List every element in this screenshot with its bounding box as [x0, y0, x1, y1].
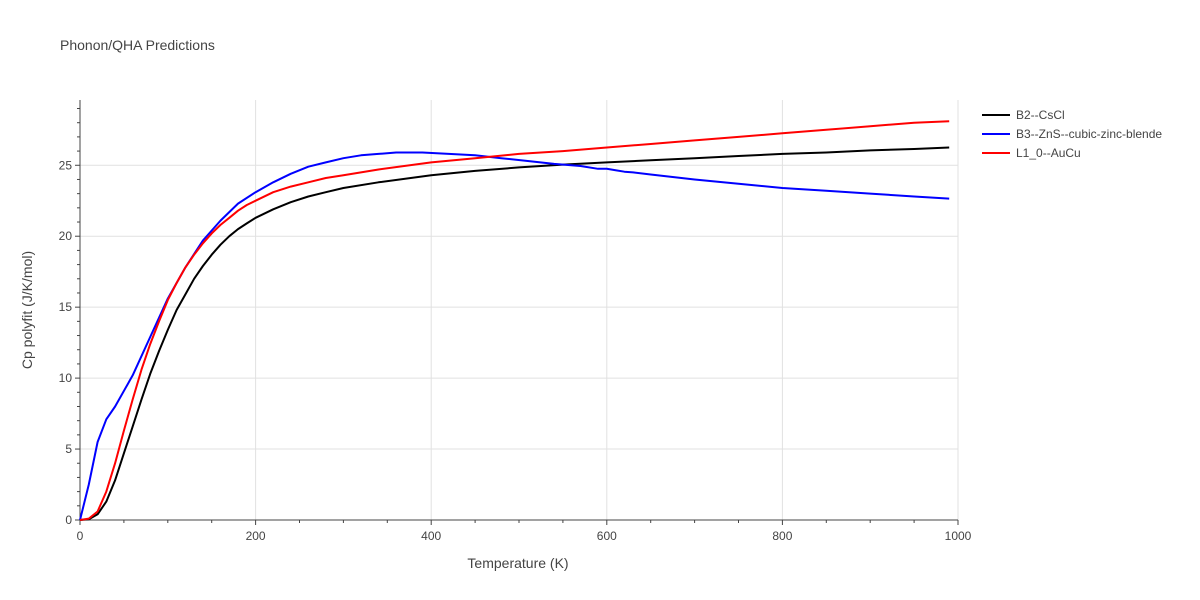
series-line-0[interactable]: [79, 146, 950, 521]
y-tick-label: 10: [59, 371, 73, 385]
legend-item[interactable]: L1_0--AuCu: [982, 146, 1081, 160]
legend-label: B2--CsCl: [1016, 108, 1065, 122]
series-line-1[interactable]: [79, 151, 950, 521]
x-tick-label: 0: [77, 529, 84, 543]
y-tick-label: 5: [65, 442, 72, 456]
x-tick-label: 600: [597, 529, 617, 543]
legend[interactable]: B2--CsCl B3--ZnS--cubic-zinc-blende L1_0--…: [982, 108, 1162, 160]
legend-label: L1_0--AuCu: [1016, 146, 1081, 160]
legend-item[interactable]: B3--ZnS--cubic-zinc-blende: [982, 127, 1162, 141]
y-tick-label: 0: [65, 513, 72, 527]
legend-item[interactable]: B2--CsCl: [982, 108, 1065, 122]
y-axis-title: Cp polyfit (J/K/mol): [19, 251, 35, 369]
grid: [80, 100, 959, 520]
chart-title: Phonon/QHA Predictions: [60, 37, 215, 53]
x-tick-label: 1000: [945, 529, 972, 543]
series-line-2[interactable]: [79, 120, 950, 521]
x-tick-label: 400: [421, 529, 441, 543]
x-axis-title: Temperature (K): [467, 555, 568, 571]
y-tick-label: 15: [59, 300, 73, 314]
y-tick-label: 20: [59, 229, 73, 243]
axes: 0 200 400 600 800 1000 0 5 10 15 20 25: [59, 100, 972, 543]
legend-label: B3--ZnS--cubic-zinc-blende: [1016, 127, 1162, 141]
series-layer: [79, 120, 950, 521]
x-tick-label: 800: [772, 529, 792, 543]
y-tick-label: 25: [59, 158, 73, 172]
x-tick-label: 200: [246, 529, 266, 543]
